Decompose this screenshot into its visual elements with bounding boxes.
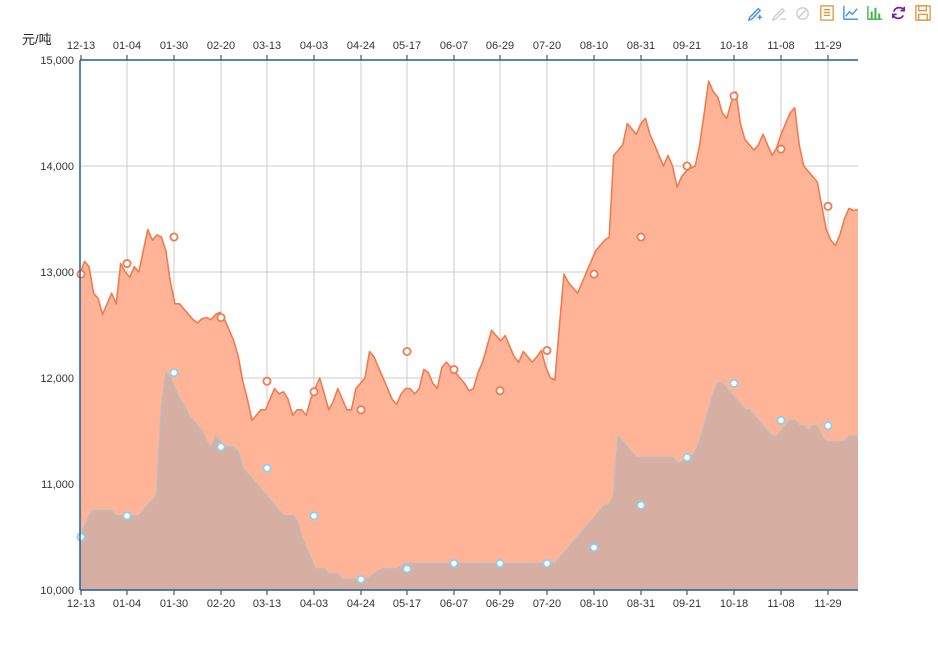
series-areas xyxy=(79,80,859,590)
lower-marker xyxy=(589,543,599,553)
x-tick-label-top: 11-29 xyxy=(814,40,841,52)
y-tick-label: 10,000 xyxy=(40,585,74,597)
mark-clear-icon[interactable] xyxy=(794,4,812,22)
x-tick-label-top: 02-20 xyxy=(207,40,235,52)
lower-marker xyxy=(262,463,272,473)
x-tick-label-top: 12-13 xyxy=(67,40,95,52)
x-tick-label-top: 04-24 xyxy=(347,40,375,52)
upper-marker xyxy=(169,232,179,242)
x-tick-label-bottom: 08-10 xyxy=(580,598,608,610)
upper-marker xyxy=(682,161,692,171)
lower-marker xyxy=(309,511,319,521)
chart-toolbar xyxy=(746,4,932,24)
x-tick-label-bottom: 10-18 xyxy=(720,598,748,610)
lower-marker xyxy=(122,511,132,521)
x-tick-label-bottom: 06-07 xyxy=(440,598,468,610)
upper-marker xyxy=(495,386,505,396)
upper-marker xyxy=(122,259,132,269)
x-tick-label-top: 01-04 xyxy=(113,40,141,52)
x-tick-label-top: 06-07 xyxy=(440,40,468,52)
x-tick-label-top: 08-10 xyxy=(580,40,608,52)
x-tick-label-bottom: 06-29 xyxy=(486,598,514,610)
x-tick-label-bottom: 03-13 xyxy=(253,598,281,610)
lower-series-area xyxy=(80,372,858,590)
upper-marker xyxy=(449,365,459,375)
x-tick-label-bottom: 08-31 xyxy=(627,598,655,610)
lower-marker xyxy=(636,500,646,510)
upper-marker xyxy=(776,144,786,154)
lower-marker xyxy=(76,532,86,542)
mark-pen-icon[interactable] xyxy=(746,4,764,22)
x-tick-label-bottom: 05-17 xyxy=(393,598,421,610)
mark-undo-icon[interactable] xyxy=(770,4,788,22)
lower-marker xyxy=(776,415,786,425)
upper-series-line xyxy=(79,80,859,422)
upper-marker xyxy=(216,313,226,323)
x-tick-label-bottom: 04-03 xyxy=(300,598,328,610)
upper-marker xyxy=(356,405,366,415)
x-tick-label-bottom: 09-21 xyxy=(673,598,701,610)
lower-marker xyxy=(449,559,459,569)
x-tick-label-bottom: 01-04 xyxy=(113,598,141,610)
x-tick-label-bottom: 01-30 xyxy=(160,598,188,610)
x-tick-label-top: 04-03 xyxy=(300,40,328,52)
lower-marker xyxy=(823,421,833,431)
bar-chart-icon[interactable] xyxy=(866,4,884,22)
x-tick-label-bottom: 12-13 xyxy=(67,598,95,610)
x-tick-label-top: 11-08 xyxy=(767,40,794,52)
x-tick-label-top: 07-20 xyxy=(533,40,561,52)
x-tick-label-top: 03-13 xyxy=(253,40,281,52)
x-tick-label-top: 05-17 xyxy=(393,40,421,52)
upper-marker xyxy=(542,345,552,355)
lower-marker xyxy=(356,574,366,584)
upper-marker xyxy=(589,269,599,279)
axes: 10,000 11,000 12,000 13,000 14,000 15,000 12-1… xyxy=(40,40,858,610)
y-tick-label: 15,000 xyxy=(40,55,74,67)
lower-marker xyxy=(216,442,226,452)
upper-marker xyxy=(402,346,412,356)
restore-icon[interactable] xyxy=(890,4,908,22)
save-image-icon[interactable] xyxy=(914,4,932,22)
x-tick-label-top: 01-30 xyxy=(160,40,188,52)
x-tick-label-top: 10-18 xyxy=(720,40,748,52)
lower-marker xyxy=(169,368,179,378)
y-tick-label: 12,000 xyxy=(40,373,74,385)
y-tick-label: 13,000 xyxy=(40,267,74,279)
y-axis-label: 元/吨 xyxy=(22,32,52,47)
data-view-icon[interactable] xyxy=(818,4,836,22)
upper-marker xyxy=(823,201,833,211)
upper-marker xyxy=(309,387,319,397)
y-tick-label: 14,000 xyxy=(40,161,74,173)
lower-marker xyxy=(542,559,552,569)
lower-marker xyxy=(729,378,739,388)
x-tick-label-bottom: 04-24 xyxy=(347,598,375,610)
lower-series-line xyxy=(79,371,858,581)
upper-marker xyxy=(76,269,86,279)
x-tick-label-bottom: 02-20 xyxy=(207,598,235,610)
x-tick-label-top: 09-21 xyxy=(673,40,701,52)
upper-marker xyxy=(262,376,272,386)
lower-marker xyxy=(682,452,692,462)
data-markers xyxy=(76,91,833,584)
x-tick-label-bottom: 07-20 xyxy=(533,598,561,610)
x-tick-label-top: 08-31 xyxy=(627,40,655,52)
x-tick-label-bottom: 11-29 xyxy=(814,598,841,610)
upper-marker xyxy=(636,232,646,242)
x-tick-label-top: 06-29 xyxy=(486,40,514,52)
x-tick-label-bottom: 11-08 xyxy=(767,598,794,610)
upper-marker xyxy=(729,91,739,101)
y-tick-label: 11,000 xyxy=(41,479,74,491)
lower-marker xyxy=(495,559,505,569)
line-chart-icon[interactable] xyxy=(842,4,860,22)
lower-marker xyxy=(402,564,412,574)
